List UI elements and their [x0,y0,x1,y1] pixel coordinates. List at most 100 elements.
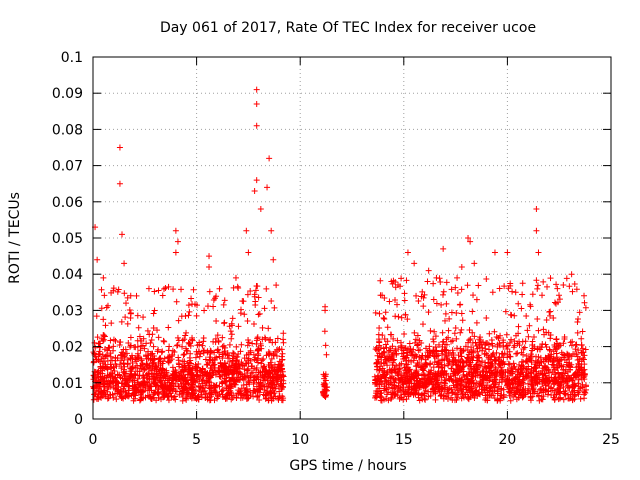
data-point [231,368,238,375]
data-point [553,335,560,342]
data-point [244,291,251,298]
data-point [571,392,578,399]
y-tick-label: 0 [74,412,83,428]
data-point [383,391,390,398]
data-point [98,376,105,383]
data-point [159,292,166,299]
data-point [107,392,114,399]
data-point [216,373,223,380]
data-point [185,380,192,387]
data-point [127,344,134,351]
data-point [389,351,396,358]
data-point [429,349,436,356]
data-point [173,373,180,380]
data-point [491,387,498,394]
data-point [109,379,116,386]
data-point [443,371,450,378]
data-point [563,275,570,282]
data-point [511,338,518,345]
data-point [226,368,233,375]
data-point [459,359,466,366]
data-point [154,348,161,355]
data-point [142,353,149,360]
data-point [465,378,472,385]
data-point [450,350,457,357]
data-point [112,337,119,344]
data-point [254,393,261,400]
data-point [545,369,552,376]
data-point [116,341,123,348]
data-point [388,369,395,376]
data-point [148,337,155,344]
data-point [531,376,538,383]
data-point [490,392,497,399]
data-point [550,377,557,384]
data-point [152,383,159,390]
data-point [273,346,280,353]
data-point [382,341,389,348]
data-point [455,378,462,385]
data-point [379,332,386,339]
data-point [419,371,426,378]
data-point [495,357,502,364]
data-point [528,375,535,382]
data-point [449,378,456,385]
data-point [573,286,580,293]
data-point [90,396,97,403]
data-point [172,249,179,256]
data-point [107,353,114,360]
data-point [238,341,245,348]
data-point [444,390,451,397]
data-point [508,377,515,384]
data-point [272,393,279,400]
data-point [195,382,202,389]
data-point [268,355,275,362]
data-point [578,349,585,356]
y-tick-label: 0.07 [52,159,83,175]
data-point [245,355,252,362]
data-point [195,348,202,355]
data-point [441,368,448,375]
data-point [486,385,493,392]
data-point [445,334,452,341]
data-point [579,345,586,352]
data-point [564,383,571,390]
data-point [395,313,402,320]
data-point [191,377,198,384]
data-point [184,391,191,398]
data-point [523,367,530,374]
data-point [122,389,129,396]
data-point [323,351,330,358]
data-point [131,387,138,394]
data-point [174,334,181,341]
data-point [245,249,252,256]
data-point [421,390,428,397]
data-point [431,328,438,335]
data-point [380,349,387,356]
data-point [122,314,129,321]
data-point [147,393,154,400]
data-point [265,325,272,332]
data-point [441,347,448,354]
data-point [565,384,572,391]
data-point [99,351,106,358]
data-point [504,249,511,256]
data-point [574,353,581,360]
data-point [423,345,430,352]
data-point [402,388,409,395]
data-point [572,341,579,348]
data-point [269,382,276,389]
data-point [147,383,154,390]
data-point [475,282,482,289]
data-point [460,394,467,401]
x-tick-label: 20 [498,432,516,448]
data-point [215,337,222,344]
data-point [232,274,239,281]
data-point [414,332,421,339]
data-point [257,340,264,347]
data-point [416,378,423,385]
data-point [378,354,385,361]
data-point [153,381,160,388]
data-point [155,287,162,294]
data-point [95,351,102,358]
